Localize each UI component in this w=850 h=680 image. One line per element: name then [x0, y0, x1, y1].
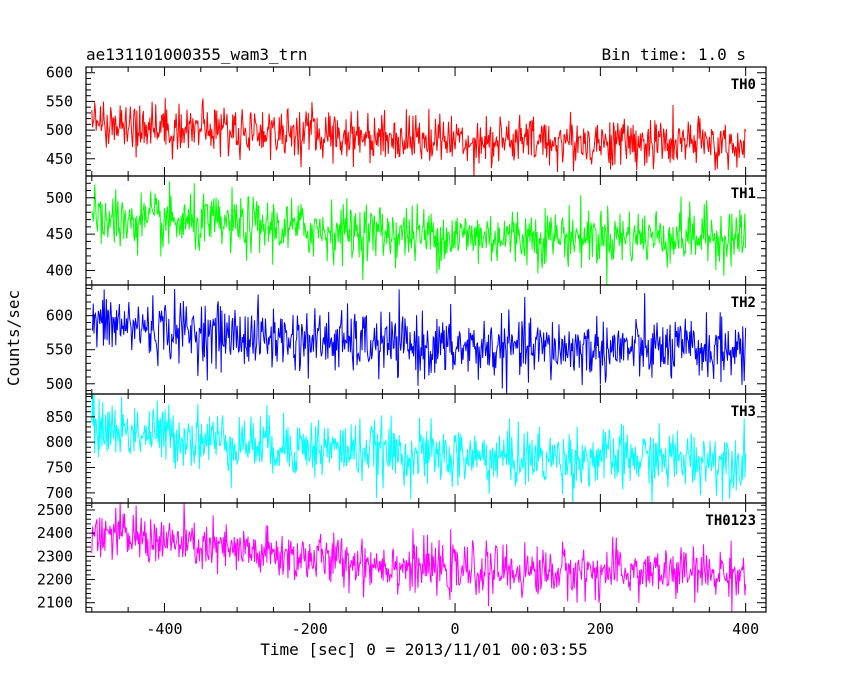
x-tick-label: -200 [292, 620, 328, 638]
y-tick-label: 2300 [37, 547, 73, 565]
x-tick-label: 0 [451, 620, 460, 638]
y-tick-label: 450 [46, 225, 73, 243]
y-tick-label: 850 [46, 408, 73, 426]
series-line-th1 [91, 181, 747, 285]
y-tick-label: 450 [46, 150, 73, 168]
x-tick-label: -400 [146, 620, 182, 638]
panel-th3: 700 750 800 850 TH3 [46, 393, 767, 504]
bin-time-label: Bin time: 1.0 s [602, 45, 747, 64]
panel-frame [85, 502, 767, 613]
panel-label: TH0 [731, 77, 756, 93]
y-tick-label: 2500 [37, 501, 73, 519]
y-tick-label: 600 [46, 64, 73, 82]
panel-th1: 400 450 500 TH1 [46, 175, 767, 286]
x-axis-tick-labels: -400 -200 0 200 400 [146, 620, 759, 638]
chart-title: ae131101000355_wam3_trn [86, 45, 308, 64]
panel-stack: 450 500 550 600 TH0 400 450 500 TH1 500 550 600 TH2 7… [37, 64, 767, 613]
y-tick-label: 500 [46, 121, 73, 139]
series-line-th2 [91, 288, 747, 394]
x-tick-label: 200 [587, 620, 614, 638]
panel-label: TH3 [731, 404, 756, 420]
panel-label: TH1 [731, 186, 756, 202]
panel-th0: 450 500 550 600 TH0 [46, 64, 767, 177]
series-line-th3 [91, 394, 747, 503]
y-tick-label: 700 [46, 484, 73, 502]
y-tick-label: 800 [46, 433, 73, 451]
y-axis-title: Counts/sec [4, 290, 23, 386]
x-tick-label: 400 [732, 620, 759, 638]
panel-label: TH2 [731, 295, 756, 311]
panel-label: TH0123 [705, 513, 756, 529]
y-tick-label: 2400 [37, 524, 73, 542]
y-tick-label: 2100 [37, 594, 73, 612]
y-tick-label: 500 [46, 189, 73, 207]
y-tick-label: 500 [46, 375, 73, 393]
y-tick-label: 2200 [37, 571, 73, 589]
x-axis-title: Time [sec] 0 = 2013/11/01 00:03:55 [260, 640, 588, 659]
panel-th2: 500 550 600 TH2 [46, 284, 767, 395]
panel-frame [85, 284, 767, 395]
panel-frame [85, 66, 767, 177]
y-tick-label: 750 [46, 459, 73, 477]
series-line-th0123 [91, 503, 747, 612]
y-tick-label: 550 [46, 92, 73, 110]
y-tick-label: 600 [46, 307, 73, 325]
series-line-th0 [91, 97, 747, 176]
panel-th0123: 2100 2200 2300 2400 2500 TH0123 [37, 501, 767, 613]
y-tick-label: 550 [46, 341, 73, 359]
y-tick-label: 400 [46, 261, 73, 279]
